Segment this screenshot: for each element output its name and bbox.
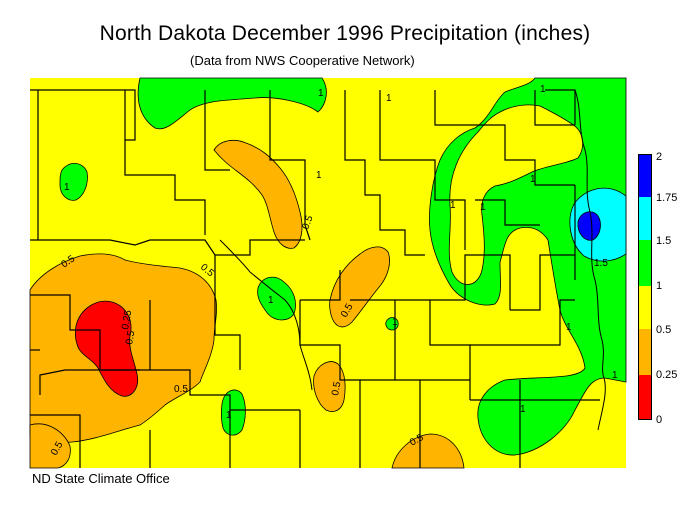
legend-swatch-0.5-1 xyxy=(638,286,652,329)
zone-blue-east xyxy=(577,211,601,241)
contour-label-025: 0.25 xyxy=(120,309,134,331)
legend-swatch-0.25-0.5 xyxy=(638,329,652,375)
contour-label-1-l: 1 xyxy=(520,404,526,415)
contour-label-1-i: 1 xyxy=(268,295,274,306)
contour-label-1-f: 1 xyxy=(450,200,456,211)
legend-swatch-1.5-1.75 xyxy=(638,197,652,240)
zone-green-west-small xyxy=(59,163,88,201)
contour-label-1-d: 1 xyxy=(64,182,70,193)
map-title: North Dakota December 1996 Precipitation… xyxy=(99,22,591,45)
zone-orange-central xyxy=(329,246,390,328)
contour-label-1-n: 1 xyxy=(612,370,618,381)
zone-green-north xyxy=(137,77,327,130)
contour-label-1-m: 1 xyxy=(566,322,572,333)
contour-label-1-h: 1 xyxy=(530,174,536,185)
contour-label-05-i: 0.5 xyxy=(124,329,137,345)
zone-red-southwest xyxy=(74,300,139,397)
contour-label-05-c: 0.5 xyxy=(300,214,315,231)
contour-label-1-j: 1 xyxy=(392,317,398,328)
legend-label-1.75: 1.75 xyxy=(656,192,678,204)
zone-yellow-east-inner xyxy=(448,104,584,285)
legend-label-1.5: 1.5 xyxy=(656,235,672,247)
contour-label-15: 1.5 xyxy=(594,258,608,269)
contour-label-1-b: 1 xyxy=(386,93,392,104)
contour-label-05-e: 0.5 xyxy=(330,380,343,396)
contour-label-1-a: 1 xyxy=(318,88,324,99)
legend-swatch-1.75-2 xyxy=(638,154,652,197)
legend-swatch-0-0.25 xyxy=(638,375,652,420)
contour-label-05-f: 0.5 xyxy=(174,384,188,395)
zone-orange-southwest xyxy=(29,423,71,469)
credit-text: ND State Climate Office xyxy=(32,471,170,486)
contour-label-1-g: 1 xyxy=(480,202,486,213)
legend-label-2: 2 xyxy=(656,151,663,163)
legend-label-1: 1 xyxy=(656,280,663,292)
zone-orange-south-central xyxy=(313,361,346,412)
county-boundaries xyxy=(30,89,600,468)
zone-orange-north-central xyxy=(213,139,303,249)
legend-label-0: 0 xyxy=(656,414,663,426)
map-subtitle: (Data from NWS Cooperative Network) xyxy=(190,53,415,68)
river-boundaries xyxy=(219,89,606,431)
legend-swatch-1-1.5 xyxy=(638,240,652,286)
contour-label-1-k: 1 xyxy=(226,410,232,421)
contour-label-1-e: 1 xyxy=(316,170,322,181)
zone-orange-south xyxy=(391,433,465,469)
contour-label-1-c: 1 xyxy=(540,84,546,95)
legend-label-0.25: 0.25 xyxy=(656,369,678,381)
legend-label-0.5: 0.5 xyxy=(656,324,672,336)
zone-green-southwest xyxy=(220,389,246,436)
